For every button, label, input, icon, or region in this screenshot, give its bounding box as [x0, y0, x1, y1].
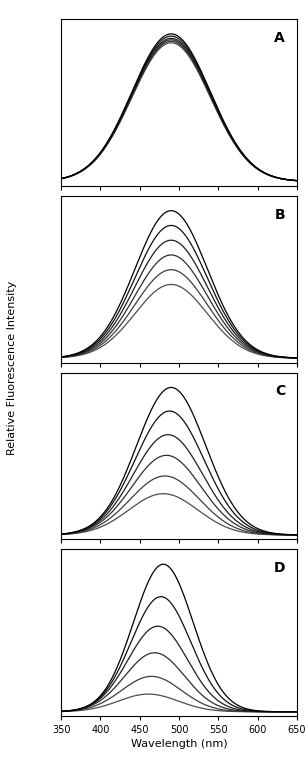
Text: A: A: [274, 31, 285, 45]
Text: D: D: [274, 561, 285, 575]
Text: B: B: [274, 208, 285, 221]
Text: C: C: [275, 385, 285, 398]
X-axis label: Wavelength (nm): Wavelength (nm): [131, 739, 227, 749]
Text: Relative Fluorescence Intensity: Relative Fluorescence Intensity: [7, 280, 17, 455]
